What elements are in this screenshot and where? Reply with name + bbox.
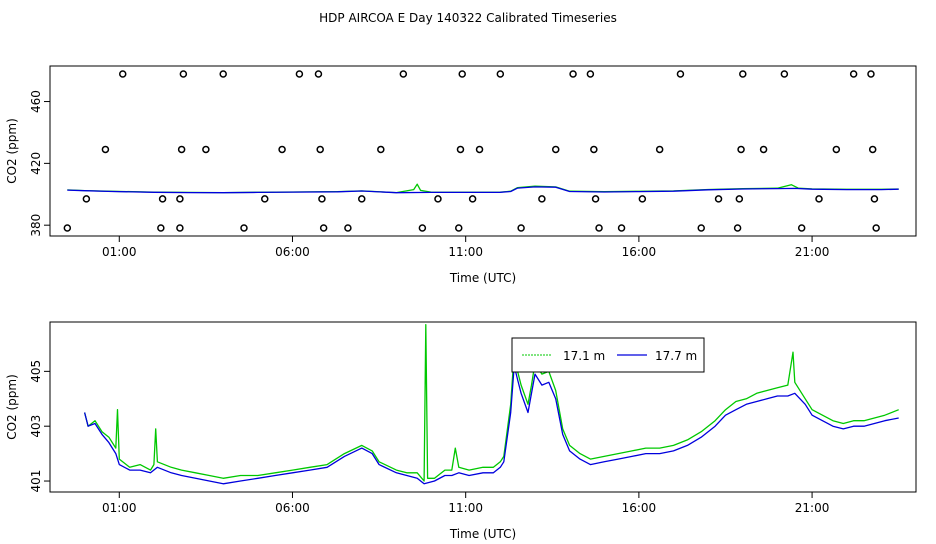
panel-bottom: 01:00 06:00 11:00 16:00 21:00 401 403 405 Time… [5,321,917,541]
series-line-top-blue [67,186,899,194]
x-tick-label-bottom: 16:00 [622,501,657,515]
marker-point [399,70,408,78]
marker-point [797,224,806,232]
marker-point [377,145,385,154]
marker-point [458,70,466,78]
marker-point [569,70,577,78]
marker-point [849,70,858,78]
marker-point [676,70,685,78]
marker-point [179,70,188,78]
marker-point [176,224,184,232]
marker-point [418,224,427,232]
y-tick-label-bottom: 405 [29,360,43,383]
marker-point [295,70,304,78]
marker-point [714,195,723,203]
marker-point [316,145,324,154]
marker-point [595,224,603,232]
chart-title: HDP AIRCOA E Day 140322 Calibrated Times… [319,11,617,25]
marker-point [517,224,525,232]
plot-frame-top [49,65,917,237]
marker-point [318,195,326,203]
marker-point [832,145,841,154]
marker-point [551,145,560,154]
marker-point [867,70,875,78]
y-axis-label-top: CO2 (ppm) [5,118,19,184]
marker-point [739,70,747,78]
x-tick-label-top: 01:00 [102,245,137,259]
marker-point [780,70,789,78]
marker-point [590,145,598,154]
x-axis-label-top: Time (UTC) [449,271,516,285]
marker-point [456,145,465,154]
x-tick-label-bottom: 01:00 [102,501,137,515]
marker-point [240,224,248,232]
y-axis-label-bottom: CO2 (ppm) [5,374,19,440]
panel-top: 01:00 06:00 11:00 16:00 21:00 380 420 460 Time… [5,65,917,285]
marker-point [759,145,768,154]
marker-point [697,224,705,232]
marker-point [538,195,546,203]
x-tick-label-top: 16:00 [622,245,657,259]
marker-point [118,70,127,78]
marker-point [219,70,227,78]
marker-point [591,195,600,203]
marker-point [735,195,744,203]
marker-point [496,70,505,78]
marker-point [261,195,269,203]
marker-point [868,145,877,154]
x-axis-label-bottom: Time (UTC) [449,527,516,540]
x-tick-label-bottom: 11:00 [448,501,483,515]
marker-point [737,145,745,154]
marker-point [733,224,742,232]
legend-label-17-7m: 17.7 m [655,349,697,363]
x-tick-label-top: 21:00 [795,245,830,259]
marker-point [278,145,286,154]
marker-point [158,195,167,203]
marker-point [815,195,823,203]
series-line-bottom-green [83,324,899,482]
plot-frame-bottom [49,321,917,493]
x-tick-label-bottom: 06:00 [275,501,310,515]
x-tick-label-top: 11:00 [448,245,483,259]
marker-point [176,195,184,203]
marker-point [655,145,664,154]
marker-point [82,195,91,203]
marker-point [617,224,626,232]
marker-point [358,195,366,203]
marker-point [344,224,352,232]
x-tick-label-bottom: 21:00 [795,501,830,515]
marker-point [63,224,72,232]
marker-point [455,224,463,232]
y-tick-label-bottom: 401 [29,470,43,493]
marker-point [475,145,484,154]
marker-point [468,195,477,203]
y-tick-label-top: 380 [29,214,43,237]
legend: 17.1 m 17.7 m [511,337,705,373]
series-line-bottom-blue [83,365,899,485]
marker-point [314,70,323,78]
marker-point [870,195,879,203]
marker-point [638,195,647,203]
marker-point [202,145,210,154]
marker-point [586,70,595,78]
x-tick-label-top: 06:00 [275,245,310,259]
y-tick-label-top: 460 [29,90,43,113]
marker-point [177,145,186,154]
marker-point [434,195,442,203]
marker-point [101,145,110,154]
y-tick-label-bottom: 403 [29,415,43,438]
marker-point [319,224,328,232]
legend-label-17-1m: 17.1 m [563,349,605,363]
marker-point [872,224,880,232]
y-tick-label-top: 420 [29,152,43,175]
marker-point [157,224,165,232]
